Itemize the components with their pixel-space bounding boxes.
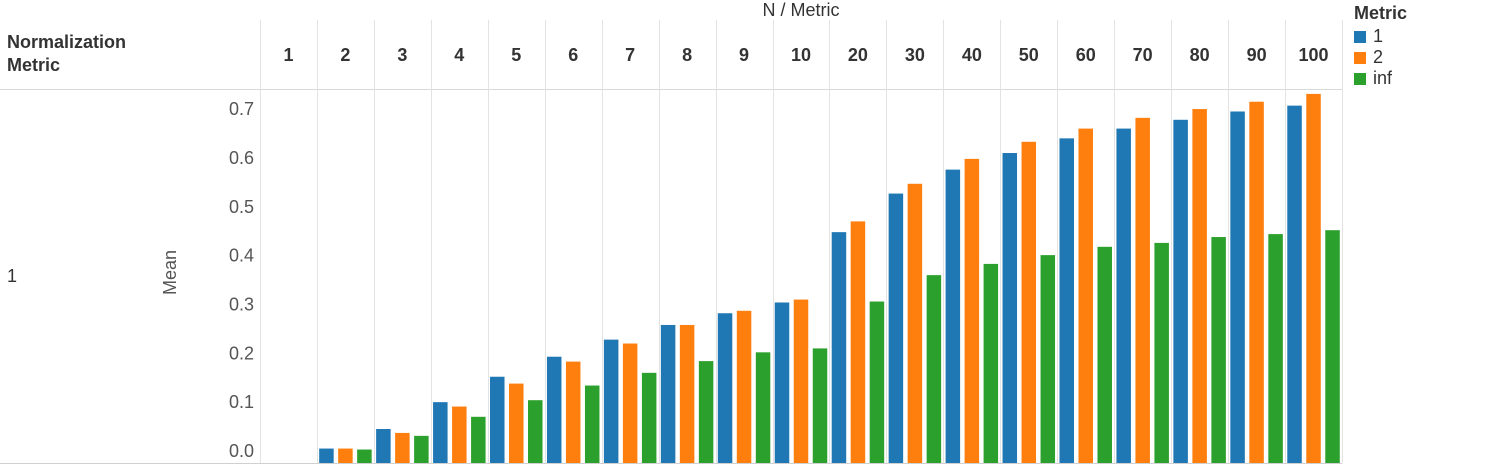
bar xyxy=(471,416,486,463)
legend: Metric 1 2 inf xyxy=(1354,3,1407,89)
column-label: 60 xyxy=(1076,45,1096,65)
bar xyxy=(945,169,961,463)
legend-item-1[interactable]: 1 xyxy=(1354,26,1407,47)
bar xyxy=(1325,230,1340,463)
bar xyxy=(660,324,676,463)
column-label: 50 xyxy=(1019,45,1039,65)
bar xyxy=(490,376,505,463)
bar xyxy=(622,343,638,463)
bar xyxy=(964,158,980,463)
bar xyxy=(395,432,410,463)
bar xyxy=(812,348,828,463)
bar xyxy=(565,361,581,463)
bar xyxy=(603,339,619,463)
bar xyxy=(869,301,885,463)
legend-swatch-inf xyxy=(1354,72,1366,85)
column-label: 10 xyxy=(791,45,811,65)
row-header-line-2: Metric xyxy=(7,55,61,75)
y-tick-label: 0.7 xyxy=(229,99,254,119)
legend-label-2: 2 xyxy=(1373,47,1384,67)
bar xyxy=(1097,246,1112,463)
bar-chart: 0.0 0.1 0.2 0.3 0.4 0.5 0.6 0.7 1 2 3 4 5 6 7 8 9 10 20 30 4… xyxy=(0,20,1343,464)
column-label: 8 xyxy=(682,45,692,65)
bar xyxy=(584,385,600,463)
bar xyxy=(528,400,543,463)
bar xyxy=(831,232,847,463)
bar xyxy=(1211,237,1226,463)
bar xyxy=(1230,111,1245,464)
bar xyxy=(888,193,904,464)
column-label: 40 xyxy=(962,45,982,65)
bar xyxy=(641,372,657,463)
bar xyxy=(774,302,790,463)
row-header-line-1: Normalization xyxy=(7,32,127,52)
column-label: 9 xyxy=(739,45,749,65)
bar xyxy=(926,275,942,463)
y-tick-label: 0.5 xyxy=(229,197,254,217)
legend-label-inf: inf xyxy=(1373,68,1393,88)
legend-swatch-1 xyxy=(1354,30,1366,43)
bar xyxy=(755,352,771,463)
bar xyxy=(509,383,524,463)
bar xyxy=(717,313,733,463)
column-label: 7 xyxy=(625,45,635,65)
y-tick-label: 0.6 xyxy=(229,148,254,168)
bar xyxy=(907,183,923,463)
legend-swatch-2 xyxy=(1354,51,1366,64)
legend-title: Metric xyxy=(1354,3,1408,23)
column-label: 4 xyxy=(454,45,464,65)
bar xyxy=(376,429,391,463)
bar xyxy=(1135,117,1150,463)
bar xyxy=(546,356,562,463)
bar xyxy=(1268,234,1283,463)
bar xyxy=(357,449,372,463)
bar xyxy=(850,221,866,463)
bar xyxy=(983,263,999,463)
column-label: 80 xyxy=(1190,45,1210,65)
column-label: 100 xyxy=(1299,45,1329,65)
bar xyxy=(1192,109,1207,464)
bar xyxy=(319,448,334,463)
bar xyxy=(433,402,448,463)
y-tick-label: 0.0 xyxy=(229,441,254,461)
column-label: 2 xyxy=(340,45,350,65)
bar xyxy=(679,324,695,463)
row-header: Normalization Metric xyxy=(7,31,126,77)
bar xyxy=(1154,242,1169,463)
bar xyxy=(452,406,467,463)
row-value: 1 xyxy=(7,266,18,286)
column-title: N / Metric xyxy=(762,0,840,20)
bar xyxy=(1021,141,1037,464)
bar xyxy=(1287,105,1302,464)
column-label: 1 xyxy=(283,45,293,65)
column-label: 90 xyxy=(1247,45,1267,65)
column-label: 30 xyxy=(905,45,925,65)
bar xyxy=(1249,101,1264,463)
bar xyxy=(1078,128,1093,463)
bar xyxy=(1306,93,1321,464)
y-tick-label: 0.1 xyxy=(229,392,254,412)
column-label: 3 xyxy=(397,45,407,65)
y-tick-label: 0.2 xyxy=(229,343,254,363)
bar xyxy=(1059,138,1074,464)
column-label: 70 xyxy=(1133,45,1153,65)
bar xyxy=(414,435,429,463)
bar xyxy=(1173,119,1188,463)
legend-label-1: 1 xyxy=(1373,26,1384,46)
bar xyxy=(1040,255,1056,463)
legend-item-inf[interactable]: inf xyxy=(1354,68,1407,89)
y-tick-label: 0.3 xyxy=(229,294,254,314)
y-tick-label: 0.4 xyxy=(229,246,254,266)
column-label: 20 xyxy=(848,45,868,65)
column-label: 6 xyxy=(568,45,578,65)
bar xyxy=(1116,128,1131,463)
bar xyxy=(338,448,353,463)
bar xyxy=(736,310,752,463)
column-label: 5 xyxy=(511,45,521,65)
bar xyxy=(698,361,714,463)
bar xyxy=(1002,153,1018,463)
legend-item-2[interactable]: 2 xyxy=(1354,47,1407,68)
bar xyxy=(793,299,809,463)
